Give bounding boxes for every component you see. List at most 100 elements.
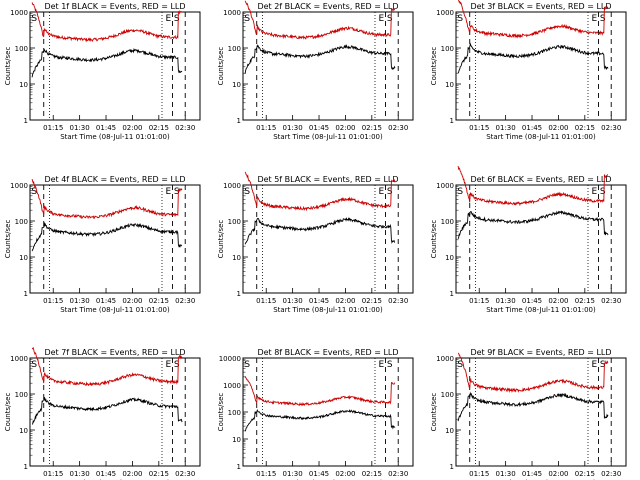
x-tick-label: 02:15 [149, 470, 169, 478]
y-axis-label: Counts/sec [217, 393, 225, 432]
series-line-lld [31, 178, 183, 220]
x-tick-label: 01:30 [283, 470, 303, 478]
x-tick-label: 02:00 [122, 297, 142, 305]
x-tick-label: 01:30 [496, 124, 516, 132]
boundary-marker-label: E [165, 14, 171, 24]
y-tick-label: 1000 [223, 9, 241, 17]
x-tick-label: 01:45 [522, 297, 542, 305]
series-line-events [244, 408, 396, 432]
series-line-events [32, 396, 183, 425]
x-axis-label: Start Time (08-Jul-11 01:01:00) [60, 133, 170, 141]
y-tick-label: 1000 [10, 182, 28, 190]
y-tick-label: 100 [228, 218, 241, 226]
boundary-marker-label: S [31, 14, 37, 24]
plot-frame [242, 11, 414, 121]
series-line-events [457, 391, 609, 422]
chart-title: Det 9f BLACK = Events, RED = LLD [470, 348, 611, 357]
x-tick-label: 01:45 [96, 124, 116, 132]
boundary-marker-label: S [457, 14, 463, 24]
y-axis-label: Counts/sec [430, 220, 438, 259]
x-tick-label: 01:45 [522, 124, 542, 132]
y-tick-label: 10 [232, 436, 241, 444]
x-tick-label: 02:15 [362, 124, 382, 132]
x-tick-label: 01:30 [283, 297, 303, 305]
x-axis-label: Start Time (08-Jul-11 01:01:00) [60, 306, 170, 314]
chart-panel: Det 1f BLACK = Events, RED = LLD 1 10 100 10… [4, 2, 201, 141]
boundary-marker-label: E [591, 187, 597, 197]
boundary-marker-label: S [244, 14, 250, 24]
series-line-lld [244, 0, 396, 40]
y-tick-label: 10 [232, 81, 241, 89]
boundary-marker-label: S [387, 14, 393, 24]
x-tick-label: 02:30 [388, 124, 408, 132]
plot-frame [455, 357, 627, 467]
y-tick-label: 1000 [223, 182, 241, 190]
x-tick-label: 02:30 [175, 124, 195, 132]
x-tick-label: 01:30 [70, 124, 90, 132]
boundary-marker-label: E [378, 360, 384, 370]
x-axis-label: Start Time (08-Jul-11 01:01:00) [273, 133, 383, 141]
y-axis-label: Counts/sec [217, 220, 225, 259]
y-tick-label: 10 [445, 427, 454, 435]
boundary-marker-label: E [165, 360, 171, 370]
y-tick-label: 1 [237, 463, 241, 471]
plot-frame [455, 184, 627, 294]
plot-frame [29, 11, 201, 121]
series-line-lld [458, 0, 609, 39]
y-tick-label: 1 [24, 290, 28, 298]
y-tick-label: 100 [15, 218, 28, 226]
x-tick-label: 01:15 [43, 124, 63, 132]
x-tick-label: 02:30 [601, 124, 621, 132]
chart-panel: Det 2f BLACK = Events, RED = LLD 1 10 100 10… [217, 0, 414, 141]
y-axis-label: Counts/sec [430, 47, 438, 86]
y-tick-label: 1 [24, 117, 28, 125]
y-tick-label: 10 [19, 427, 28, 435]
chart-title: Det 8f BLACK = Events, RED = LLD [257, 348, 398, 357]
chart-title: Det 7f BLACK = Events, RED = LLD [44, 348, 185, 357]
plot-frame [242, 357, 414, 467]
y-tick-label: 1000 [10, 355, 28, 363]
y-tick-label: 1000 [436, 182, 454, 190]
y-tick-label: 10 [232, 254, 241, 262]
x-tick-label: 01:15 [43, 297, 63, 305]
y-tick-label: 10000 [219, 355, 241, 363]
x-tick-label: 01:15 [256, 124, 276, 132]
plot-frame [29, 357, 201, 467]
chart-panel: Det 7f BLACK = Events, RED = LLD 1 10 100 10… [4, 346, 201, 480]
y-tick-label: 100 [228, 45, 241, 53]
chart-panel: Det 5f BLACK = Events, RED = LLD 1 10 100 10… [217, 171, 414, 314]
x-tick-label: 01:30 [496, 470, 516, 478]
y-tick-label: 1 [24, 463, 28, 471]
y-tick-label: 100 [441, 45, 454, 53]
series-line-events [457, 42, 609, 74]
x-axis-label: Start Time (08-Jul-11 01:01:00) [486, 306, 596, 314]
x-tick-label: 01:15 [256, 297, 276, 305]
x-tick-label: 01:45 [309, 124, 329, 132]
boundary-marker-label: S [387, 360, 393, 370]
x-tick-label: 02:15 [575, 124, 595, 132]
plot-frame [242, 184, 414, 294]
y-tick-label: 1 [450, 290, 454, 298]
boundary-marker-label: E [378, 14, 384, 24]
series-line-events [31, 222, 183, 252]
chart-panel: Det 6f BLACK = Events, RED = LLD 1 10 100 10… [430, 165, 627, 314]
chart-title: Det 3f BLACK = Events, RED = LLD [470, 2, 611, 11]
series-line-events [244, 43, 396, 74]
y-tick-label: 1000 [436, 9, 454, 17]
y-axis-label: Counts/sec [217, 47, 225, 86]
plot-frame [29, 184, 201, 294]
boundary-marker-label: E [378, 187, 384, 197]
boundary-marker-label: S [244, 187, 250, 197]
plot-frame [455, 11, 627, 121]
series-line-lld [244, 375, 396, 407]
boundary-marker-label: S [600, 14, 606, 24]
x-tick-label: 02:15 [149, 297, 169, 305]
chart-title: Det 4f BLACK = Events, RED = LLD [44, 175, 185, 184]
y-tick-label: 1 [450, 117, 454, 125]
boundary-marker-label: S [174, 360, 180, 370]
y-tick-label: 10 [445, 254, 454, 262]
series-line-events [31, 47, 183, 78]
x-tick-label: 02:15 [362, 297, 382, 305]
x-tick-label: 02:15 [575, 297, 595, 305]
chart-panel: Det 3f BLACK = Events, RED = LLD 1 10 100 10… [430, 0, 627, 141]
